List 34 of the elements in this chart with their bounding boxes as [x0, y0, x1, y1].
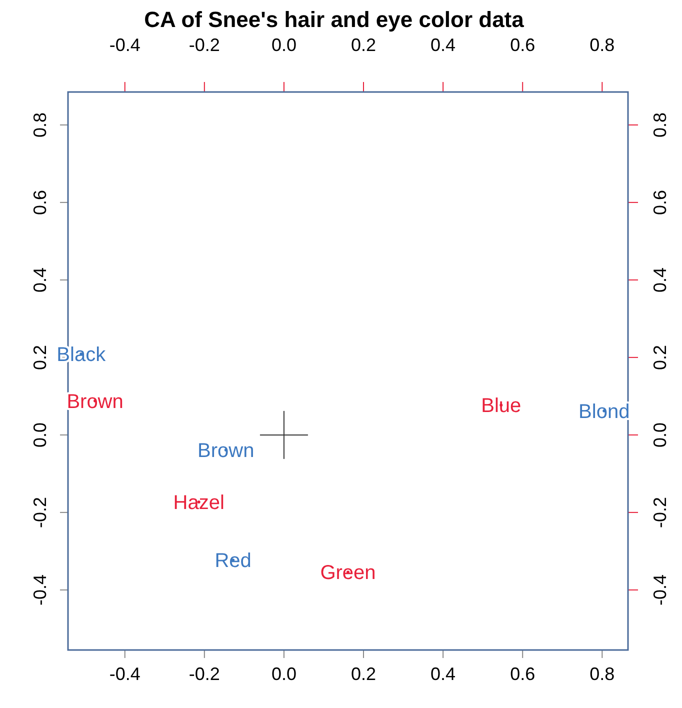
- data-label: Brown: [198, 440, 254, 462]
- y2-tick-label: 0.8: [650, 112, 670, 138]
- data-label: Red: [214, 550, 252, 572]
- x2-tick-label: 0.8: [590, 35, 615, 55]
- y2-tick-label: 0.4: [650, 267, 670, 292]
- x2-tick-label: 0.0: [271, 35, 296, 55]
- x-tick-label: 0.0: [271, 664, 296, 684]
- data-label: Hazel: [173, 492, 224, 514]
- y2-tick-label: -0.2: [650, 496, 670, 528]
- x2-tick-label: 0.4: [430, 35, 456, 55]
- y2-tick-label: -0.4: [650, 574, 670, 606]
- y2-tick-label: 0.0: [650, 422, 670, 448]
- chart-title: CA of Snee's hair and eye color data: [144, 7, 525, 32]
- x2-tick-label: 0.6: [510, 35, 536, 55]
- y-tick-label: 0.2: [30, 344, 50, 370]
- x2-tick-label: 0.2: [350, 35, 376, 55]
- x-tick-label: 0.2: [350, 664, 376, 684]
- x2-tick-label: -0.4: [109, 35, 140, 55]
- x-tick-label: -0.2: [188, 664, 220, 684]
- y-tick-label: 0.6: [30, 190, 50, 215]
- x2-tick-label: -0.2: [188, 35, 220, 55]
- x-tick-label: 0.8: [590, 664, 615, 684]
- y-tick-label: 0.4: [30, 267, 50, 292]
- y-tick-label: 0.0: [30, 422, 50, 448]
- data-label: Green: [320, 562, 376, 584]
- y2-tick-label: 0.2: [650, 344, 670, 370]
- x-tick-label: 0.4: [430, 664, 456, 684]
- x-tick-label: -0.4: [109, 664, 140, 684]
- y-tick-label: -0.2: [30, 496, 50, 528]
- y2-tick-label: 0.6: [650, 190, 670, 215]
- y-tick-label: 0.8: [30, 112, 50, 138]
- data-label: Blue: [481, 395, 522, 418]
- x-tick-label: 0.6: [510, 664, 536, 684]
- y-tick-label: -0.4: [30, 574, 50, 606]
